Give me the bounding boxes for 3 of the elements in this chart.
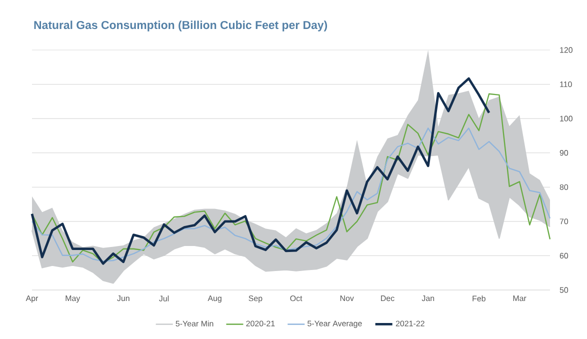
line-series [31, 93, 551, 264]
line-series [31, 128, 551, 262]
chart-title: Natural Gas Consumption (Billion Cubic Feet per Day) [34, 20, 328, 32]
